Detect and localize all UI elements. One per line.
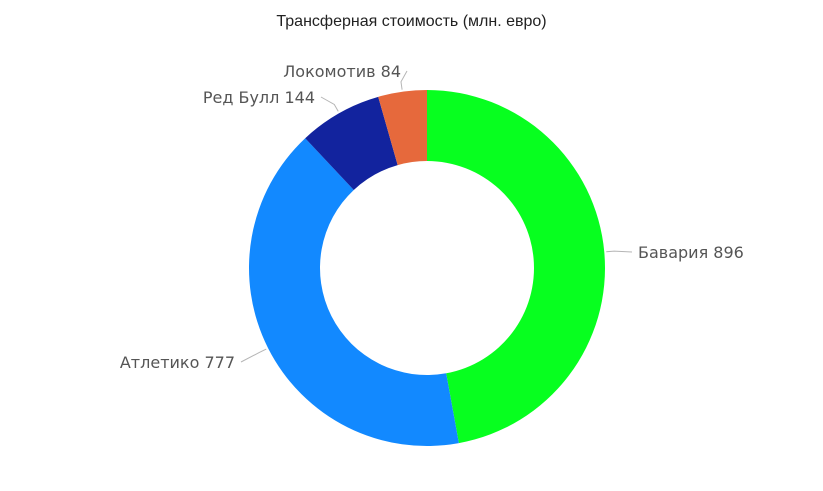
slice-label-1: Бавария 896 — [638, 243, 744, 262]
donut-labels: Бавария 896 Атлетико 777 Ред Булл 144 Локом… — [120, 62, 744, 372]
slice-label-3: Ред Булл 144 — [203, 88, 315, 107]
leader-line-3 — [320, 96, 339, 112]
slice-4[interactable] — [378, 90, 427, 166]
slice-3[interactable] — [305, 96, 398, 190]
slice-2[interactable] — [249, 138, 459, 447]
chart-title: Трансферная стоимость (млн. евро) — [276, 13, 547, 30]
slice-label-2: Атлетико 777 — [120, 353, 235, 372]
leader-line-2 — [240, 348, 267, 363]
leader-line-1 — [606, 250, 633, 253]
leader-line-4 — [400, 70, 408, 90]
slice-1[interactable] — [427, 90, 605, 444]
donut-slices — [249, 90, 605, 447]
slice-label-4: Локомотив 84 — [283, 62, 401, 81]
